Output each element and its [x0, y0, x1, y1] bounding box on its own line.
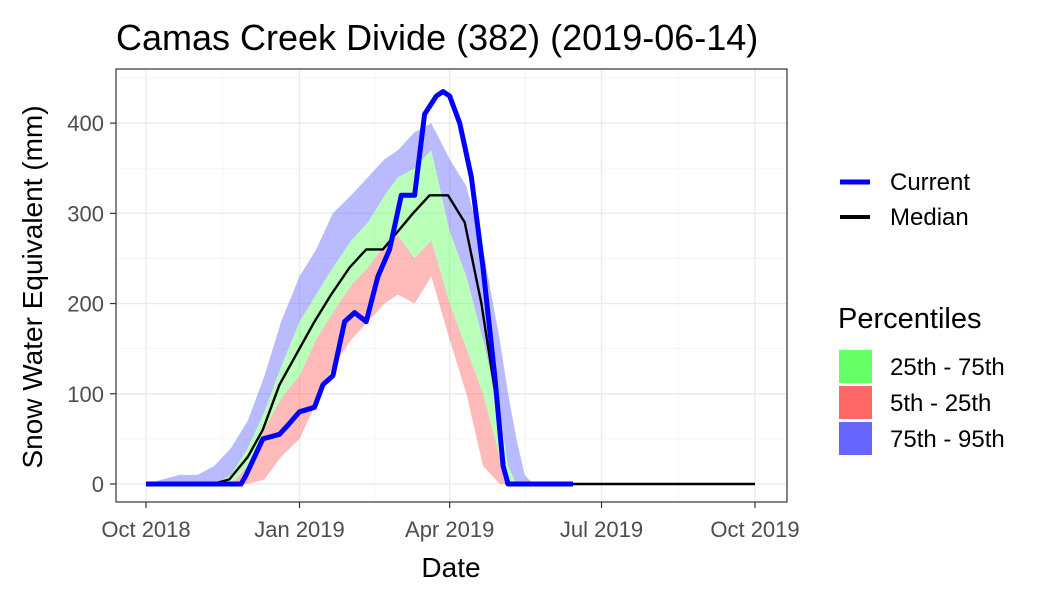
series-line-current: [146, 89, 574, 487]
panel-border: [115, 68, 788, 503]
legend-label-median: Median: [890, 204, 969, 231]
x-tick-label: Jan 2019: [254, 517, 345, 542]
x-tick-label: Oct 2019: [710, 517, 799, 542]
x-tick-label: Apr 2019: [405, 517, 494, 542]
y-axis-label: Snow Water Equivalent (mm): [17, 105, 48, 468]
y-tick-label: 400: [67, 111, 104, 136]
series-lines: [146, 89, 755, 487]
band-75th-95th: [146, 123, 552, 484]
legend-swatch-band: [839, 422, 872, 455]
y-tick-label: 100: [67, 382, 104, 407]
legend-label-band: 5th - 25th: [890, 390, 991, 417]
grid-lines: [116, 69, 787, 502]
legend-label-band: 75th - 95th: [890, 426, 1005, 453]
legend-percentiles-title: Percentiles: [838, 303, 981, 335]
legend-label-current: Current: [890, 169, 970, 196]
y-tick-label: 300: [67, 201, 104, 226]
y-axis-ticks: 0 100 200 300 400: [67, 111, 116, 497]
legend: Current Median Percentiles 25th - 75th 5th -…: [838, 169, 1005, 455]
x-axis-ticks: Oct 2018 Jan 2019 Apr 2019 Jul 2019 Oct 2019: [101, 502, 800, 542]
y-tick-label: 200: [67, 292, 104, 317]
y-tick-label: 0: [92, 472, 104, 497]
x-axis-label: Date: [421, 552, 480, 583]
band-25th-75th: [146, 150, 552, 484]
legend-label-band: 25th - 75th: [890, 354, 1005, 381]
band-5th-25th: [146, 235, 552, 484]
chart-title: Camas Creek Divide (382) (2019-06-14): [116, 17, 758, 58]
percentile-bands: [146, 123, 552, 484]
x-tick-label: Jul 2019: [560, 517, 643, 542]
legend-swatch-band: [839, 386, 872, 419]
x-tick-label: Oct 2018: [101, 517, 190, 542]
legend-swatch-band: [839, 350, 872, 383]
